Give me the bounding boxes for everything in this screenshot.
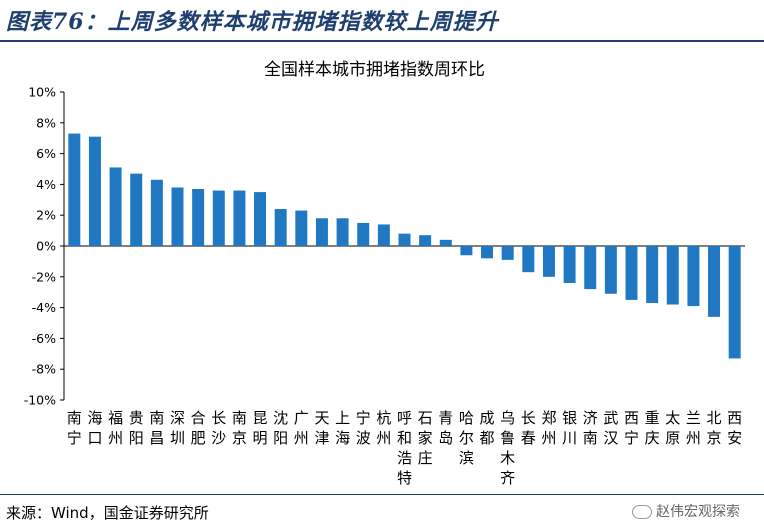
y-tick-label: -10% [24, 393, 56, 408]
bar-28 [646, 246, 659, 303]
bar-4 [150, 179, 163, 246]
x-category-label: 武汉 [603, 409, 618, 447]
x-category-label: 福州 [108, 409, 123, 447]
y-tick-label: 2% [36, 208, 56, 223]
bar-9 [254, 192, 267, 246]
y-tick-label: 8% [36, 115, 56, 130]
figure-footer: 来源：Wind，国金证券研究所 赵伟宏观探索 [0, 494, 764, 528]
figure-title: 图表76：上周多数样本城市拥堵指数较上周提升 [6, 9, 499, 35]
x-category-label: 哈尔滨 [459, 409, 474, 467]
x-category-label: 南昌 [149, 409, 164, 447]
bar-22 [522, 246, 535, 273]
x-category-label: 南京 [232, 409, 247, 447]
bar-30 [687, 246, 700, 307]
x-category-label: 成都 [480, 409, 495, 447]
wechat-icon [632, 505, 652, 519]
x-category-label: 天津 [314, 409, 329, 447]
bar-20 [481, 246, 494, 259]
x-category-label: 宁波 [356, 409, 371, 447]
bar-26 [604, 246, 617, 294]
y-tick-label: 0% [36, 239, 56, 254]
x-category-label: 深圳 [170, 409, 185, 447]
y-tick-label: -8% [32, 362, 56, 377]
x-category-label: 长春 [521, 409, 536, 447]
bar-13 [336, 218, 349, 246]
y-tick-label: -2% [32, 269, 56, 284]
x-category-label: 广州 [294, 409, 309, 447]
x-category-label: 杭州 [376, 409, 391, 447]
bar-5 [171, 187, 184, 246]
y-tick-label: 6% [36, 146, 56, 161]
x-category-label: 西宁 [624, 409, 639, 447]
bar-29 [666, 246, 679, 305]
figure-header: 图表76：上周多数样本城市拥堵指数较上周提升 [0, 0, 764, 42]
x-category-label: 南宁 [67, 409, 82, 447]
watermark-text: 赵伟宏观探索 [656, 504, 740, 520]
bar-8 [233, 190, 246, 246]
bar-14 [357, 222, 370, 246]
bar-27 [625, 246, 638, 300]
bar-12 [315, 218, 328, 246]
bar-19 [460, 246, 473, 256]
x-category-label: 北京 [707, 409, 722, 447]
bar-10 [274, 209, 287, 246]
bar-0 [68, 133, 81, 246]
x-category-label: 石家庄 [418, 409, 433, 467]
y-tick-label: 10% [28, 85, 56, 100]
x-category-label: 西安 [727, 409, 742, 447]
x-category-label: 呼和浩特 [397, 409, 412, 487]
x-category-label: 沈阳 [273, 409, 288, 447]
bar-1 [88, 136, 101, 246]
bar-6 [192, 189, 205, 246]
y-tick-label: -4% [32, 300, 56, 315]
bar-11 [295, 210, 308, 246]
bar-7 [212, 190, 225, 246]
x-category-label: 青岛 [438, 409, 453, 447]
bar-32 [728, 246, 741, 359]
y-tick-label: -6% [32, 331, 56, 346]
x-category-label: 贵阳 [129, 409, 144, 447]
x-category-label: 银川 [562, 409, 577, 447]
bar-24 [563, 246, 576, 283]
bar-31 [708, 246, 721, 317]
bar-17 [419, 235, 432, 246]
x-category-label: 郑州 [541, 409, 556, 447]
x-category-label: 上海 [335, 409, 350, 447]
bar-16 [398, 233, 411, 246]
source-note: 来源：Wind，国金证券研究所 [6, 504, 209, 522]
x-category-label: 重庆 [645, 409, 660, 447]
bar-21 [501, 246, 514, 260]
x-category-label: 海口 [87, 409, 102, 447]
x-category-label: 合肥 [191, 409, 206, 447]
bar-23 [542, 246, 555, 277]
bar-15 [377, 224, 390, 246]
bar-25 [584, 246, 597, 290]
x-category-label: 太原 [665, 409, 680, 447]
y-tick-label: 4% [36, 177, 56, 192]
x-category-label: 长沙 [211, 409, 226, 447]
bar-2 [109, 167, 122, 246]
bar-18 [439, 239, 452, 246]
x-category-label: 济南 [583, 409, 598, 447]
bar-chart: 全国样本城市拥堵指数周环比 10% 8% 6% 4% 2% 0% -2% -4% -6% -8% -1… [24, 60, 745, 487]
watermark: 赵伟宏观探索 [632, 501, 740, 521]
x-category-label: 兰州 [686, 409, 701, 447]
bar-3 [130, 173, 143, 246]
x-category-label: 昆明 [253, 409, 268, 447]
chart-title: 全国样本城市拥堵指数周环比 [264, 60, 485, 80]
x-category-label: 乌鲁木齐 [500, 409, 515, 487]
